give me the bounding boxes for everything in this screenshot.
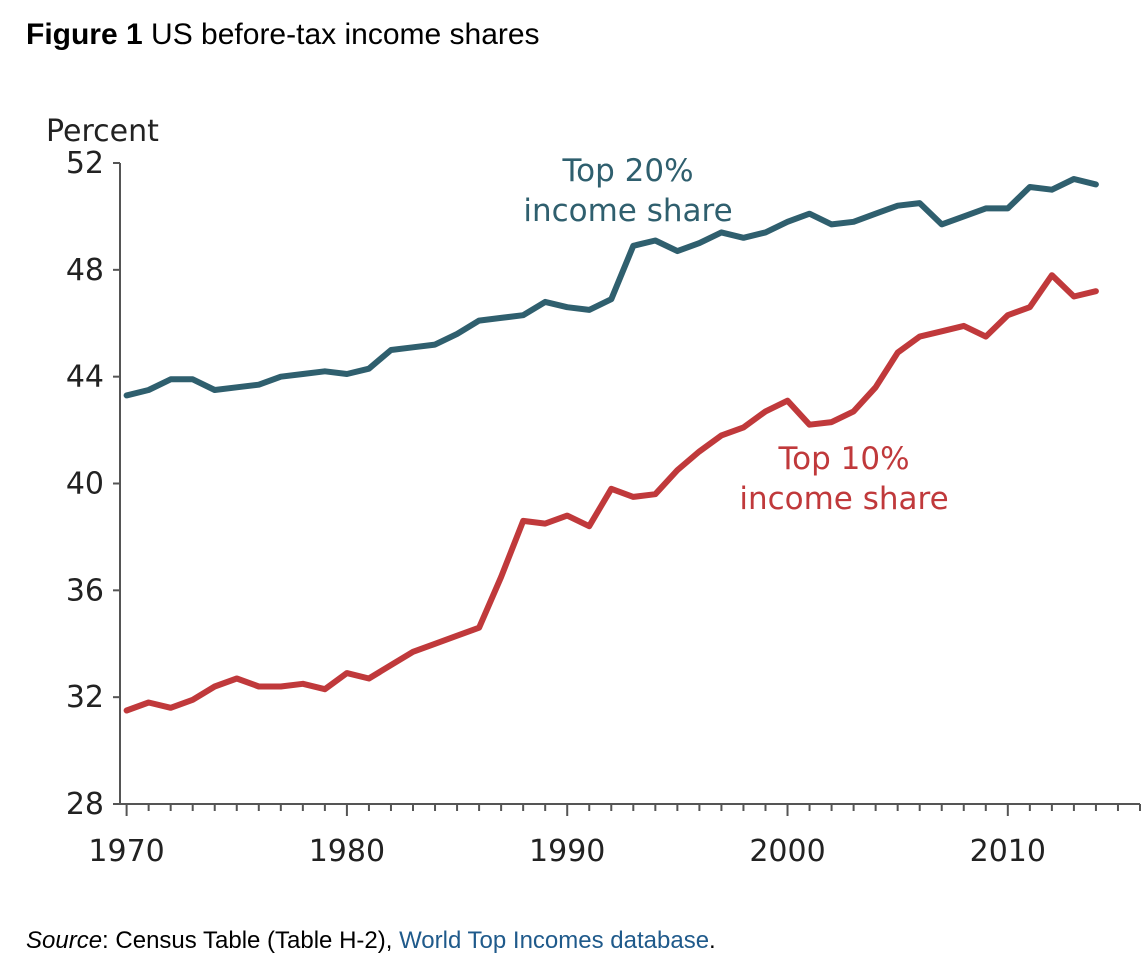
x-tick-label-1990: 1990: [529, 834, 605, 869]
source-label: Source: [26, 927, 103, 954]
y-tick-label-48: 48: [66, 253, 104, 288]
y-tick-label-32: 32: [66, 680, 104, 715]
series-line-top-20: [123, 176, 1099, 399]
series-line-top-10: [123, 272, 1099, 714]
y-tick-label-36: 36: [66, 573, 104, 608]
series-label-top-10-line-1: Top 10%: [777, 441, 909, 477]
y-tick-label-28: 28: [66, 787, 104, 822]
series-label-top-10-line-2: income share: [739, 481, 948, 517]
y-tick-label-40: 40: [66, 467, 104, 502]
figure-title-text: US before-tax income shares: [151, 18, 540, 51]
source-note: Source: Census Table (Table H-2), World …: [26, 927, 716, 955]
source-end: .: [709, 927, 716, 954]
chart-annotations: Top 20% income share Top 10% income share: [523, 153, 948, 517]
x-tick-label-2000: 2000: [749, 834, 825, 869]
y-tick-label-52: 52: [66, 146, 104, 181]
world-top-incomes-link[interactable]: World Top Incomes database: [399, 927, 710, 954]
series-label-top-20-line-2: income share: [523, 193, 732, 229]
series-label-top-20-line-1: Top 20%: [561, 153, 693, 189]
source-text: : Census Table (Table H-2),: [102, 927, 400, 954]
figure-title: Figure 1 US before-tax income shares: [26, 18, 540, 52]
y-axis-title: Percent: [46, 114, 159, 149]
x-tick-label-2010: 2010: [970, 834, 1046, 869]
x-tick-label-1970: 1970: [88, 834, 164, 869]
y-tick-label-44: 44: [66, 360, 104, 395]
figure-label: Figure 1: [26, 18, 143, 51]
x-tick-label-1980: 1980: [309, 834, 385, 869]
chart-series: [123, 176, 1099, 714]
